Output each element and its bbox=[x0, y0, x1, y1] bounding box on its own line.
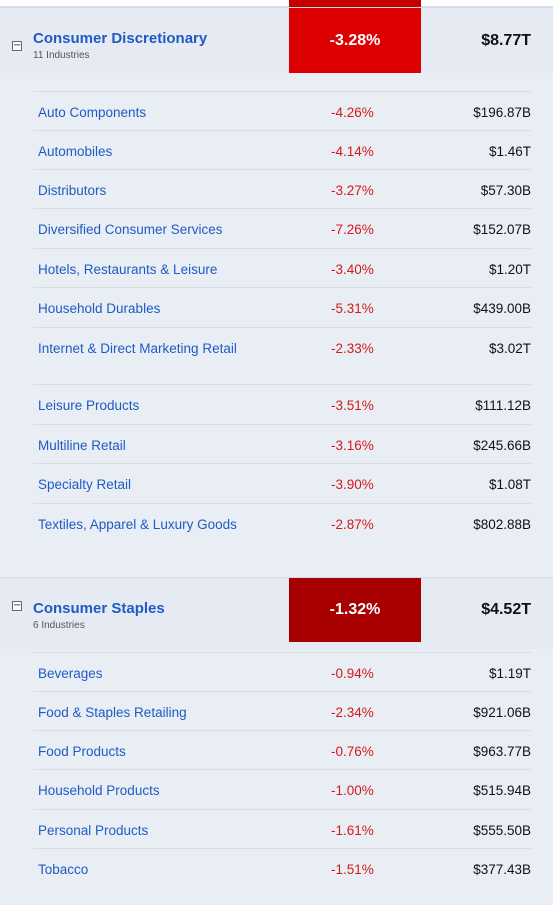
sector-name[interactable]: Consumer Staples bbox=[33, 600, 165, 617]
industry-name-link[interactable]: Tobacco bbox=[38, 862, 89, 877]
sector-header[interactable]: − Consumer Staples 6 Industries -1.32% $… bbox=[0, 577, 553, 650]
industry-market-cap: $3.02T bbox=[488, 341, 531, 356]
previous-sector-pct-tab bbox=[289, 0, 421, 8]
industry-row[interactable]: Tobacco -1.51% $377.43B bbox=[33, 848, 531, 888]
industry-name-link[interactable]: Food Products bbox=[38, 744, 126, 759]
industry-change-percent: -5.31% bbox=[331, 301, 374, 316]
industry-market-cap: $963.77B bbox=[473, 744, 531, 759]
sector-consumer-staples: − Consumer Staples 6 Industries -1.32% $… bbox=[0, 577, 553, 650]
industry-name-link[interactable]: Household Durables bbox=[38, 301, 161, 316]
industry-row[interactable]: Beverages -0.94% $1.19T bbox=[33, 652, 531, 692]
industry-market-cap: $1.46T bbox=[488, 144, 531, 159]
industry-market-cap: $377.43B bbox=[473, 862, 531, 877]
industry-name-link[interactable]: Leisure Products bbox=[38, 398, 140, 413]
sector-name[interactable]: Consumer Discretionary bbox=[33, 30, 208, 47]
industry-change-percent: -0.94% bbox=[331, 666, 374, 681]
industry-name-link[interactable]: Multiline Retail bbox=[38, 438, 126, 453]
industry-name-link[interactable]: Beverages bbox=[38, 666, 103, 681]
sector-market-cap: $8.77T bbox=[481, 32, 531, 49]
industry-row[interactable]: Auto Components -4.26% $196.87B bbox=[33, 91, 531, 131]
sector-change-percent: -3.28% bbox=[289, 8, 421, 74]
industry-name-link[interactable]: Hotels, Restaurants & Leisure bbox=[38, 262, 218, 277]
industry-change-percent: -1.51% bbox=[331, 862, 374, 877]
industry-market-cap: $921.06B bbox=[473, 705, 531, 720]
industry-row[interactable]: Food Products -0.76% $963.77B bbox=[33, 730, 531, 770]
industry-change-percent: -4.14% bbox=[331, 144, 374, 159]
industry-row[interactable]: Multiline Retail -3.16% $245.66B bbox=[33, 424, 531, 464]
industry-name-link[interactable]: Diversified Consumer Services bbox=[38, 222, 223, 237]
industry-row[interactable]: Food & Staples Retailing -2.34% $921.06B bbox=[33, 691, 531, 731]
sector-industry-count: 6 Industries bbox=[33, 620, 85, 631]
sector-change-percent: -1.32% bbox=[289, 578, 421, 642]
industry-row[interactable]: Textiles, Apparel & Luxury Goods -2.87% $8… bbox=[33, 503, 531, 561]
industry-market-cap: $1.08T bbox=[488, 477, 531, 492]
industry-row[interactable]: Automobiles -4.14% $1.46T bbox=[33, 130, 531, 170]
industry-change-percent: -3.90% bbox=[331, 477, 374, 492]
industry-market-cap: $555.50B bbox=[473, 823, 531, 838]
industry-name-link[interactable]: Food & Staples Retailing bbox=[38, 705, 187, 720]
industry-change-percent: -2.34% bbox=[331, 705, 374, 720]
industry-change-percent: -4.26% bbox=[331, 105, 374, 120]
industry-row[interactable]: Specialty Retail -3.90% $1.08T bbox=[33, 463, 531, 503]
industry-name-link[interactable]: Distributors bbox=[38, 183, 107, 198]
industry-market-cap: $245.66B bbox=[473, 438, 531, 453]
sector-market-cap: $4.52T bbox=[481, 601, 531, 618]
industry-name-link[interactable]: Household Products bbox=[38, 783, 160, 798]
industry-name-link[interactable]: Specialty Retail bbox=[38, 477, 132, 492]
industry-name-link[interactable]: Textiles, Apparel & Luxury Goods bbox=[38, 517, 237, 532]
industry-change-percent: -1.61% bbox=[331, 823, 374, 838]
industry-change-percent: -2.33% bbox=[331, 341, 374, 356]
industry-row[interactable]: Hotels, Restaurants & Leisure -3.40% $1.20… bbox=[33, 248, 531, 288]
industry-market-cap: $802.88B bbox=[473, 517, 531, 532]
industry-market-cap: $152.07B bbox=[473, 222, 531, 237]
industry-panel bbox=[0, 73, 553, 575]
industry-market-cap: $111.12B bbox=[475, 398, 531, 413]
industry-name-link[interactable]: Auto Components bbox=[38, 105, 147, 120]
industry-name-link[interactable]: Personal Products bbox=[38, 823, 149, 838]
industry-row[interactable]: Leisure Products -3.51% $111.12B bbox=[33, 384, 531, 424]
top-divider bbox=[0, 6, 553, 7]
industry-change-percent: -1.00% bbox=[331, 783, 374, 798]
industry-change-percent: -3.16% bbox=[331, 438, 374, 453]
industry-row[interactable]: Household Durables -5.31% $439.00B bbox=[33, 287, 531, 327]
industry-change-percent: -3.51% bbox=[331, 398, 374, 413]
industry-market-cap: $196.87B bbox=[473, 105, 531, 120]
collapse-toggle-icon[interactable]: − bbox=[12, 600, 22, 611]
collapse-toggle-icon[interactable]: − bbox=[12, 40, 22, 51]
sector-industry-count: 11 Industries bbox=[33, 50, 90, 61]
industry-change-percent: -3.27% bbox=[331, 183, 374, 198]
industry-market-cap: $1.20T bbox=[488, 262, 531, 277]
industry-market-cap: $515.94B bbox=[473, 783, 531, 798]
industry-name-link[interactable]: Automobiles bbox=[38, 144, 113, 159]
industry-market-cap: $1.19T bbox=[488, 666, 531, 681]
industry-change-percent: -3.40% bbox=[331, 262, 374, 277]
industry-change-percent: -7.26% bbox=[331, 222, 374, 237]
industry-market-cap: $57.30B bbox=[480, 183, 531, 198]
panel-top-gap bbox=[0, 73, 553, 85]
industry-row[interactable]: Internet & Direct Marketing Retail -2.33%… bbox=[33, 327, 531, 385]
industry-market-cap: $439.00B bbox=[473, 301, 531, 316]
industry-change-percent: -0.76% bbox=[331, 744, 374, 759]
sector-header[interactable]: − Consumer Discretionary 11 Industries -… bbox=[0, 7, 553, 74]
industry-row[interactable]: Personal Products -1.61% $555.50B bbox=[33, 809, 531, 849]
industry-row[interactable]: Diversified Consumer Services -7.26% $152.… bbox=[33, 208, 531, 248]
industry-change-percent: -2.87% bbox=[331, 517, 374, 532]
industry-name-link[interactable]: Internet & Direct Marketing Retail bbox=[38, 341, 237, 356]
industry-row[interactable]: Distributors -3.27% $57.30B bbox=[33, 169, 531, 209]
industry-row[interactable]: Household Products -1.00% $515.94B bbox=[33, 769, 531, 809]
